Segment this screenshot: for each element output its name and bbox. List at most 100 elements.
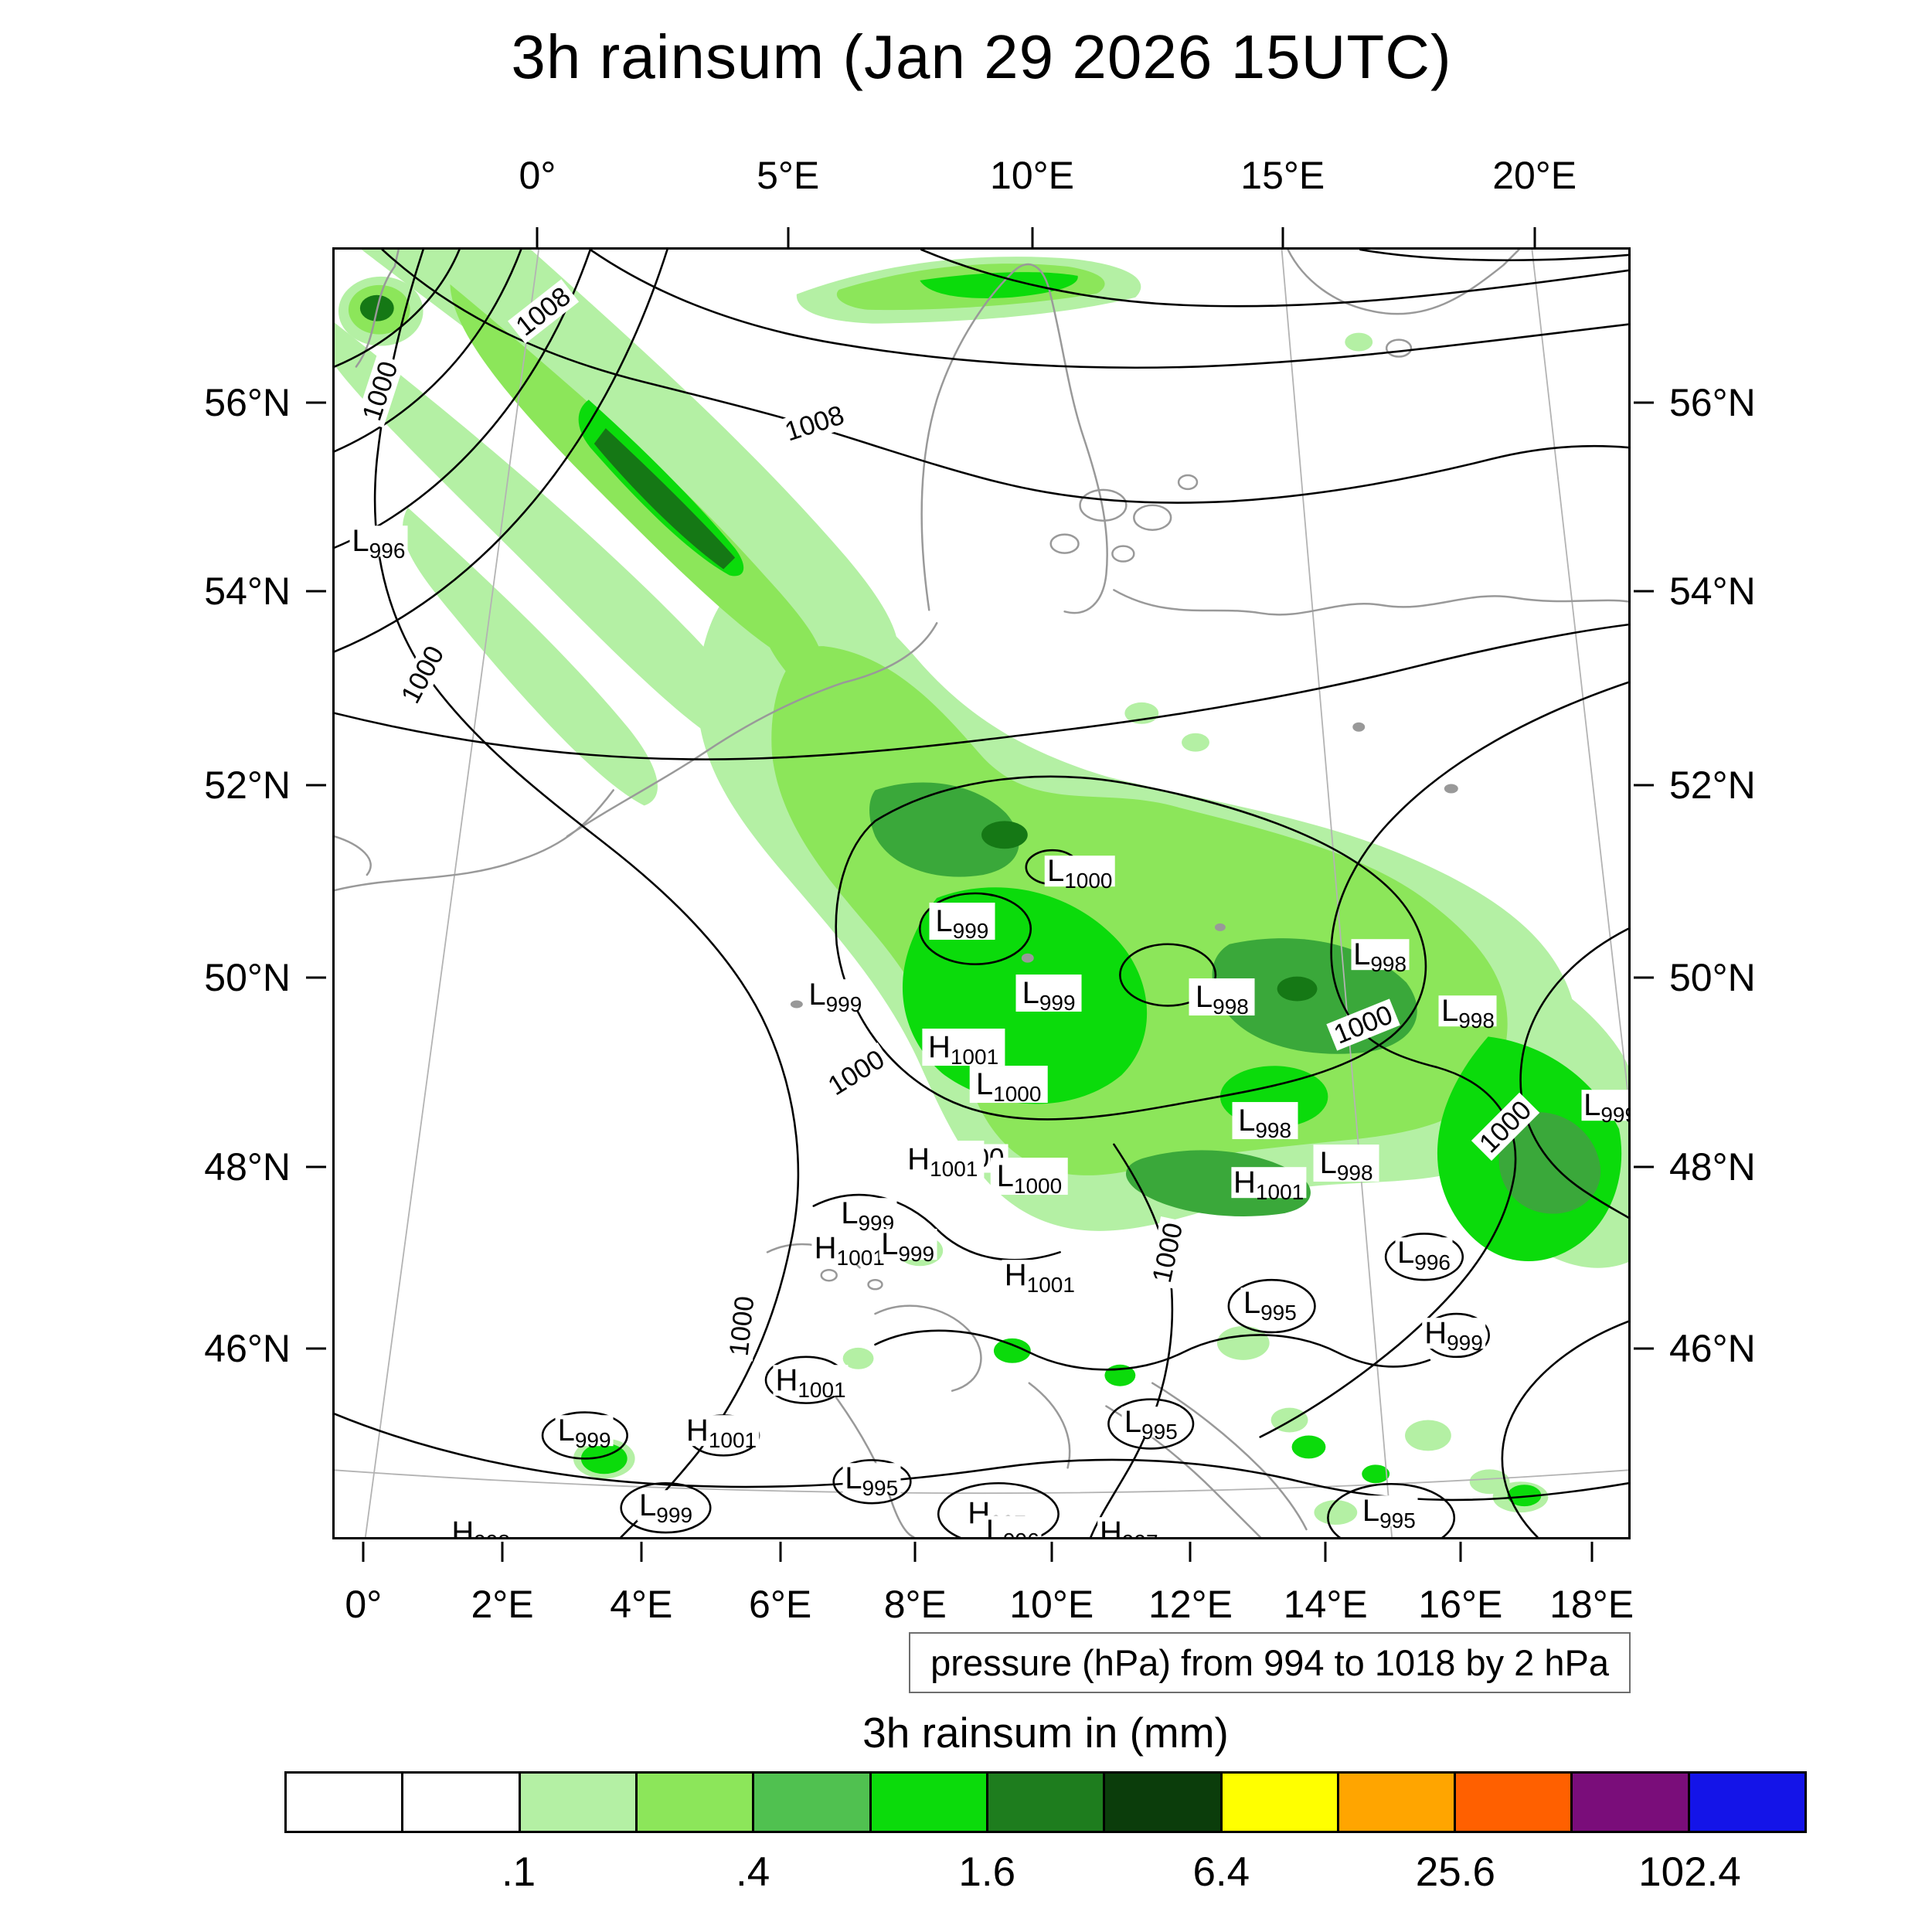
pressure-marker-l998: L998 [1232, 1101, 1298, 1141]
tick-mark [306, 976, 326, 979]
tick-label-top: 0° [519, 154, 556, 197]
colorbar-tick-label: 1.6 [958, 1849, 1016, 1895]
tick-mark [1590, 1542, 1594, 1562]
tick-mark [1634, 590, 1654, 593]
axis-left: 56°N 54°N 52°N 50°N 48°N 46°N [133, 247, 326, 1539]
page-title: 3h rainsum (Jan 29 2026 15UTC) [511, 22, 1452, 91]
pressure-marker-h998: H998 [449, 1517, 512, 1537]
axis-top: 0° 5°E 10°E 15°E 20°E [332, 148, 1631, 247]
tick-mark [306, 1165, 326, 1168]
pressure-caption: pressure (hPa) from 994 to 1018 by 2 hPa [909, 1632, 1631, 1693]
tick-mark [1634, 976, 1654, 979]
tick-mark [1281, 227, 1284, 247]
tick-label-bottom: 14°E [1283, 1583, 1368, 1626]
tick-label-bottom: 2°E [471, 1583, 534, 1626]
pressure-marker-l999: L999 [806, 978, 865, 1015]
pressure-marker-l1000: L1000 [969, 1066, 1048, 1105]
gridlines [335, 250, 1628, 1537]
tick-mark [1459, 1542, 1462, 1562]
colorbar-cell [287, 1774, 402, 1831]
tick-label-top: 20°E [1492, 154, 1577, 197]
tick-label-top: 5°E [757, 154, 820, 197]
pressure-marker-l999: L999 [838, 1198, 897, 1234]
coastlines [335, 250, 1628, 1537]
pressure-marker-l995: L995 [1121, 1406, 1180, 1442]
colorbar-cell [518, 1774, 635, 1831]
pressure-marker-h1001: H1001 [1002, 1259, 1077, 1295]
pressure-marker-l998: L998 [1189, 978, 1255, 1017]
colorbar-title: 3h rainsum in (mm) [862, 1709, 1229, 1757]
colorbar-tick-label: 102.4 [1638, 1849, 1741, 1895]
map-canvas [335, 250, 1628, 1537]
map-overlay: L996 L1000 L999 L998 L999 L999 L998 L998 H1001 L1… [332, 247, 1631, 1539]
tick-mark [787, 227, 790, 247]
pressure-marker-h997: H997 [1097, 1517, 1161, 1537]
pressure-marker-h1001: H1001 [683, 1415, 760, 1451]
tick-label-right: 54°N [1669, 569, 1756, 613]
colorbar-tick-label: 25.6 [1415, 1849, 1495, 1895]
tick-mark [306, 401, 326, 404]
tick-mark [913, 1542, 917, 1562]
pressure-marker-l996: L996 [349, 526, 408, 562]
tick-label-right: 48°N [1669, 1145, 1756, 1189]
colorbar-cell [869, 1774, 986, 1831]
tick-mark [1324, 1542, 1327, 1562]
tick-mark [779, 1542, 782, 1562]
axis-bottom: 0° 2°E 4°E 6°E 8°E 10°E 12°E 14°E 16°E 18°E [332, 1542, 1634, 1641]
tick-mark [1050, 1542, 1053, 1562]
pressure-marker-l999: L999 [929, 902, 995, 941]
pressure-marker-l999: L999 [879, 1229, 937, 1265]
colorbar-cell [752, 1774, 869, 1831]
pressure-marker-h999: H999 [1422, 1317, 1485, 1353]
colorbar-cell [1103, 1774, 1220, 1831]
tick-mark [501, 1542, 504, 1562]
tick-mark [306, 784, 326, 787]
colorbar [284, 1771, 1807, 1833]
pressure-contours [335, 250, 1628, 1537]
pressure-marker-l998: L998 [1351, 939, 1410, 975]
tick-mark [362, 1542, 365, 1562]
colorbar-cell [1687, 1774, 1805, 1831]
tick-label-right: 52°N [1669, 763, 1756, 807]
tick-mark [640, 1542, 643, 1562]
colorbar-cell [634, 1774, 753, 1831]
tick-mark [1189, 1542, 1192, 1562]
tick-label-left: 56°N [204, 380, 291, 424]
axis-right: 56°N 54°N 52°N 50°N 48°N 46°N [1634, 247, 1827, 1539]
pressure-marker-l999: L999 [555, 1415, 614, 1451]
pressure-marker-l995: L995 [1359, 1495, 1418, 1531]
tick-label-left: 52°N [204, 763, 291, 807]
tick-mark [1634, 1347, 1654, 1350]
tick-label-left: 48°N [204, 1145, 291, 1189]
tick-mark [306, 1347, 326, 1350]
tick-label-left: 54°N [204, 569, 291, 613]
precip-shading-dark [359, 294, 1318, 1002]
pressure-marker-l1000: L1000 [990, 1157, 1069, 1196]
tick-mark [1634, 1165, 1654, 1168]
tick-label-bottom: 6°E [749, 1583, 812, 1626]
pressure-marker-l998: L998 [1313, 1144, 1379, 1183]
tick-label-top: 15°E [1240, 154, 1325, 197]
tick-mark [306, 590, 326, 593]
colorbar-labels: .1 .4 1.6 6.4 25.6 102.4 [284, 1849, 1807, 1898]
tick-label-left: 46°N [204, 1326, 291, 1370]
pressure-marker-l1000: L1000 [1044, 855, 1115, 891]
colorbar-tick-label: 6.4 [1192, 1849, 1250, 1895]
tick-mark [1634, 401, 1654, 404]
pressure-marker-l995: L995 [1240, 1287, 1299, 1324]
pressure-marker-l999: L999 [1015, 974, 1082, 1013]
pressure-marker-l999: L999 [637, 1490, 696, 1526]
pressure-marker-l998: L998 [1438, 995, 1497, 1032]
tick-label-right: 50°N [1669, 955, 1756, 999]
tick-label-bottom: 18°E [1549, 1583, 1634, 1626]
pressure-marker-h1001: H1001 [921, 1028, 1005, 1067]
colorbar-tick-label: .1 [501, 1849, 536, 1895]
tick-mark [1533, 227, 1536, 247]
tick-label-bottom: 0° [345, 1583, 383, 1626]
tick-mark [536, 227, 539, 247]
pressure-marker-h1001: H1001 [901, 1140, 985, 1179]
pressure-marker-h1001: H1001 [811, 1233, 887, 1269]
tick-label-bottom: 8°E [883, 1583, 947, 1626]
colorbar-cell [1454, 1774, 1571, 1831]
pressure-marker-l995: L995 [842, 1463, 901, 1499]
